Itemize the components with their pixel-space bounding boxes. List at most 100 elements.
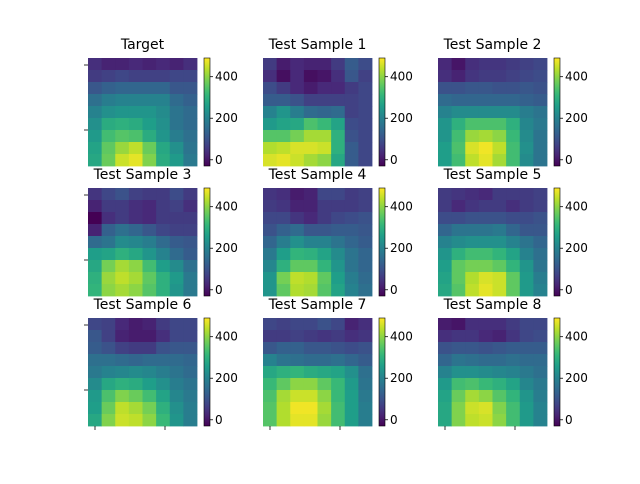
heatmap-cell: [438, 248, 453, 261]
heatmap-cell: [344, 318, 359, 331]
colorbar-tick-label: 0: [390, 413, 398, 427]
heatmap-cell: [276, 366, 291, 379]
heatmap-cell: [169, 390, 184, 403]
heatmap-cell: [290, 236, 305, 249]
heatmap-cell: [290, 342, 305, 355]
heatmap-cell: [101, 82, 116, 95]
heatmap-cell: [358, 200, 373, 213]
heatmap-cell: [478, 318, 493, 331]
heatmap-cell: [506, 82, 521, 95]
heatmap-cell: [492, 378, 507, 391]
heatmap-cell: [519, 154, 534, 167]
heatmap-cell: [128, 94, 143, 107]
heatmap-cell: [492, 248, 507, 261]
heatmap-cell: [519, 248, 534, 261]
heatmap-cell: [263, 118, 278, 131]
heatmap-cell: [115, 366, 130, 379]
heatmap-cell: [128, 248, 143, 261]
colorbar: [378, 187, 386, 297]
heatmap-cell: [156, 414, 171, 427]
heatmap-cell: [331, 366, 346, 379]
heatmap-cell: [492, 94, 507, 107]
heatmap-cell: [519, 82, 534, 95]
heatmap-cell: [303, 414, 318, 427]
heatmap-cell: [317, 354, 332, 367]
heatmap-cell: [465, 224, 480, 237]
heatmap-cell: [156, 284, 171, 297]
heatmap-cell: [115, 94, 130, 107]
heatmap-cell: [533, 70, 548, 83]
heatmap-cell: [492, 200, 507, 213]
heatmap-cell: [344, 248, 359, 261]
heatmap-cell: [506, 188, 521, 201]
heatmap-cell: [128, 142, 143, 155]
heatmap-cell: [290, 378, 305, 391]
heatmap-cell: [156, 224, 171, 237]
heatmap-cell: [331, 248, 346, 261]
heatmap-cell: [465, 318, 480, 331]
heatmap-cell: [492, 402, 507, 415]
heatmap-cell: [331, 354, 346, 367]
heatmap-cell: [492, 354, 507, 367]
heatmap-cell: [331, 414, 346, 427]
heatmap-cell: [88, 94, 103, 107]
heatmap-cell: [533, 414, 548, 427]
heatmap-cell: [344, 414, 359, 427]
heatmap-cell: [142, 272, 157, 285]
heatmap-cell: [115, 330, 130, 343]
heatmap-cell: [115, 82, 130, 95]
heatmap-cell: [519, 224, 534, 237]
colorbar: [203, 317, 211, 427]
heatmap-cell: [303, 212, 318, 225]
heatmap-cell: [88, 188, 103, 201]
heatmap-cell: [276, 390, 291, 403]
heatmap-cell: [101, 366, 116, 379]
panel-title: Test Sample 3: [93, 167, 192, 183]
heatmap-cell: [478, 70, 493, 83]
heatmap-cell: [263, 272, 278, 285]
heatmap-panel-4: Test Sample 3 0 200 400: [84, 167, 238, 297]
heatmap-cell: [101, 284, 116, 297]
heatmap-cell: [101, 118, 116, 131]
heatmap-cell: [358, 284, 373, 297]
heatmap-cell: [101, 272, 116, 285]
heatmap-cell: [128, 318, 143, 331]
heatmap-cell: [519, 212, 534, 225]
heatmap-cell: [276, 236, 291, 249]
heatmap-cell: [465, 58, 480, 71]
heatmap-cell: [438, 200, 453, 213]
heatmap-cell: [183, 272, 198, 285]
heatmap-cell: [492, 236, 507, 249]
heatmap-cell: [331, 188, 346, 201]
heatmap-cell: [156, 330, 171, 343]
heatmap-cell: [263, 260, 278, 273]
heatmap-cell: [101, 200, 116, 213]
heatmap-cell: [358, 70, 373, 83]
heatmap-cell: [128, 354, 143, 367]
heatmap-cell: [465, 106, 480, 119]
heatmap-cell: [344, 70, 359, 83]
heatmap-cell: [317, 402, 332, 415]
heatmap-cell: [506, 154, 521, 167]
heatmap-cell: [344, 200, 359, 213]
heatmap-cell: [303, 58, 318, 71]
heatmap-cell: [506, 248, 521, 261]
heatmap-cell: [492, 414, 507, 427]
heatmap-cell: [478, 390, 493, 403]
heatmap-cell: [156, 70, 171, 83]
heatmap-cell: [101, 236, 116, 249]
heatmap-panel-8: Test Sample 7 0 200 400: [263, 297, 413, 430]
heatmap-cell: [506, 94, 521, 107]
heatmap-cell: [128, 212, 143, 225]
heatmap-cell: [344, 142, 359, 155]
heatmap-cell: [506, 402, 521, 415]
heatmap-cell: [142, 248, 157, 261]
heatmap-cell: [344, 130, 359, 143]
heatmap-cell: [169, 378, 184, 391]
heatmap-cell: [317, 142, 332, 155]
heatmap-cell: [290, 70, 305, 83]
heatmap-cell: [465, 212, 480, 225]
heatmap-cell: [263, 342, 278, 355]
heatmap-cell: [331, 378, 346, 391]
heatmap-cell: [115, 378, 130, 391]
